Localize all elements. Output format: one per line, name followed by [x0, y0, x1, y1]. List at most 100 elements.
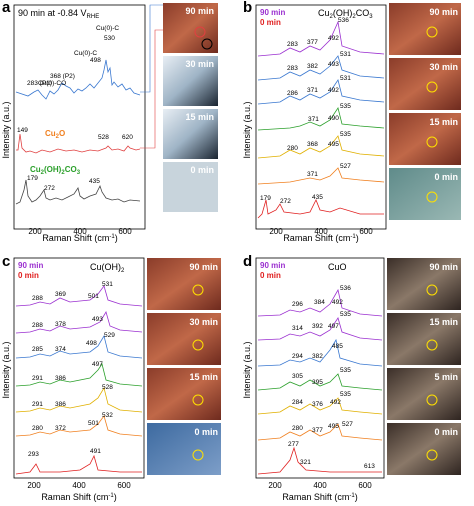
marker-circle [426, 284, 438, 296]
peak-label: 296 [292, 301, 303, 308]
peak-label: 490 [328, 115, 339, 122]
spectrum [257, 373, 383, 391]
peak-label: 528 [102, 384, 113, 391]
panel-c-peak-labels: 531 288 369 501 493 288 378 529 285 374 … [28, 281, 115, 458]
micrograph-0min [387, 423, 461, 475]
micrograph-15min [389, 113, 461, 165]
spectrum [257, 423, 383, 441]
panel-b-peak-labels: 536 283 377 492 531 283 382 493 531 286 … [260, 17, 351, 205]
panel-b-frame [255, 4, 387, 230]
micrograph-30min [389, 58, 461, 110]
legend-0min: 0 min [260, 271, 281, 280]
peak-label: 368 [307, 141, 318, 148]
xtick: 600 [358, 481, 372, 490]
panel-b: b Cu2(OH)2CO3 90 min 0 min Intensity (a.… [242, 0, 461, 243]
peak-label: 485 [332, 343, 343, 350]
peak-label: 493 [328, 61, 339, 68]
micrograph-90min [387, 258, 461, 310]
annotation: Cu(0)-C [96, 25, 119, 32]
spectrum [257, 288, 383, 317]
peak-label: 536 [338, 17, 349, 24]
peak-label: 497 [328, 323, 339, 330]
spectrum [257, 397, 383, 415]
image-label: 15 min [185, 112, 214, 122]
peak-label: 283 [287, 65, 298, 72]
spectrum [257, 317, 383, 341]
marker-circle [192, 449, 204, 461]
marker-circle [426, 26, 438, 38]
marker-circle [426, 449, 438, 461]
peak-label: 492 [328, 35, 339, 42]
image-label: 0 min [434, 427, 458, 437]
spectrum-cu2o [16, 133, 141, 154]
panel-a-xticks: 200 400 600 [28, 227, 132, 236]
micrograph-0min [147, 423, 221, 475]
peak-label: 492 [330, 399, 341, 406]
xtick: 600 [117, 481, 131, 490]
peak-label: 501 [88, 293, 99, 300]
panel-c: c Cu(OH)2 90 min 0 min Intensity (a.u.) … [1, 253, 221, 502]
spectrum [257, 79, 385, 105]
peak-label: 386 [55, 375, 66, 382]
spectrum [257, 107, 385, 131]
panel-b-letter: b [243, 0, 252, 16]
marker-circle [192, 394, 204, 406]
peak-label: 527 [342, 421, 353, 428]
xtick: 400 [314, 227, 328, 236]
peak-label: 527 [340, 163, 351, 170]
peak-label: 531 [340, 51, 351, 58]
xtick: 600 [359, 227, 373, 236]
peak-label: 371 [308, 116, 319, 123]
marker-circle [426, 136, 438, 148]
xtick: 200 [269, 227, 283, 236]
panel-b-xlabel: Raman Shift (cm-1) [283, 233, 358, 243]
panel-b-xticks: 200 400 600 [269, 227, 373, 236]
xtick: 400 [72, 481, 86, 490]
peak-label: 280 [292, 425, 303, 432]
legend-0min: 0 min [18, 271, 39, 280]
micrograph-15min [147, 368, 221, 420]
annotation: 530 [104, 35, 115, 42]
panel-d-xticks: 200 400 600 [268, 481, 372, 490]
peak-label: 288 [32, 322, 43, 329]
peak-label: 495 [328, 423, 339, 430]
peak-label: 285 [32, 346, 43, 353]
peak-label: 149 [17, 127, 28, 134]
marker-circle [201, 38, 213, 50]
panel-c-xticks: 200 400 600 [27, 481, 131, 490]
spectrum-90min [15, 59, 141, 100]
marker-circle [426, 191, 438, 203]
spectrum [257, 167, 385, 185]
panel-c-frame [13, 257, 145, 479]
peak-label: 314 [292, 325, 303, 332]
micrograph-15min [163, 109, 218, 159]
peak-label: 529 [104, 332, 115, 339]
species-malachite: Cu2(OH)2CO3 [30, 165, 81, 176]
peak-label: 179 [260, 195, 271, 202]
annotation: 368 (P2) [50, 73, 75, 80]
annotation: Cu(0)-CO [38, 80, 66, 87]
peak-label: 536 [340, 285, 351, 292]
peak-label: 620 [122, 134, 133, 141]
peak-label: 531 [102, 281, 113, 288]
xtick: 200 [28, 227, 42, 236]
peak-label: 377 [307, 39, 318, 46]
peak-label: 535 [340, 103, 351, 110]
peak-label: 376 [312, 401, 323, 408]
micrograph-15min [387, 313, 461, 365]
spectrum [15, 363, 143, 387]
image-label: 30 min [189, 317, 218, 327]
image-label: 90 min [189, 262, 218, 272]
panel-d-frame [255, 257, 385, 479]
peak-label: 371 [307, 87, 318, 94]
peak-label: 283 [287, 41, 298, 48]
panel-b-title: Cu2(OH)2CO3 [318, 8, 373, 20]
spectrum [257, 446, 382, 475]
image-label: 0 min [190, 165, 214, 175]
panel-a-letter: a [2, 0, 11, 16]
annotation: 283 (P1) [27, 80, 52, 87]
peak-label: 495 [328, 141, 339, 148]
peak-label: 535 [340, 311, 351, 318]
panel-d-ylabel: Intensity (a.u.) [242, 341, 252, 398]
